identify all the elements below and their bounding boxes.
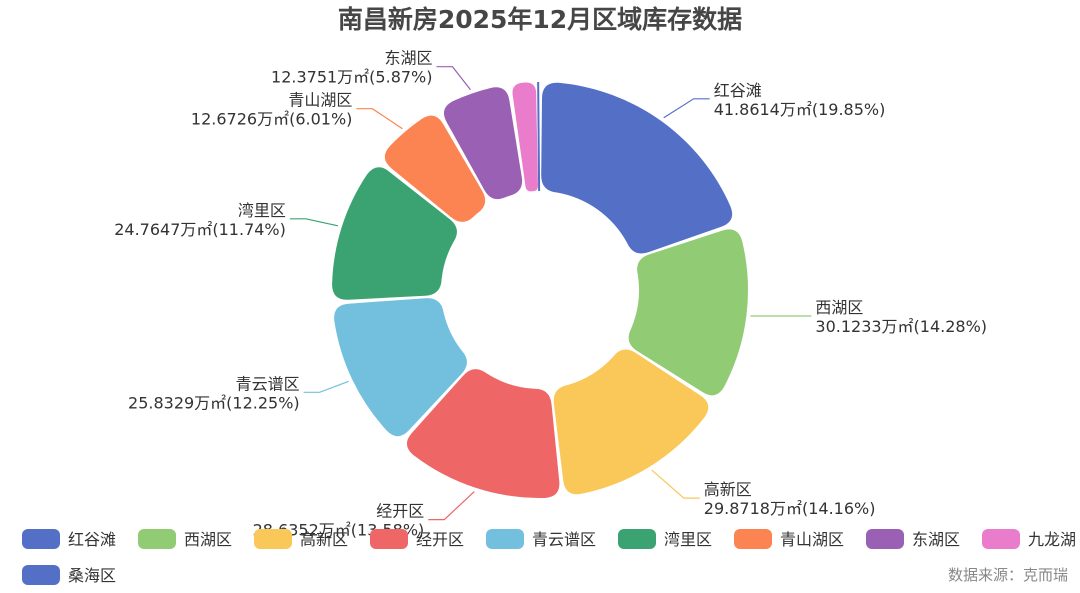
slice-label-name: 青云谱区: [236, 374, 300, 393]
legend-swatch: [138, 529, 176, 549]
slice-桑海区: [537, 81, 541, 192]
slice-label-value: 30.1233万㎡(14.28%): [815, 317, 987, 336]
legend-item-湾里区[interactable]: 湾里区: [618, 529, 712, 549]
legend-label: 红谷滩: [68, 530, 116, 549]
legend-item-东湖区[interactable]: 东湖区: [866, 529, 960, 549]
slice-红谷滩: [541, 82, 733, 254]
legend-item-经开区[interactable]: 经开区: [370, 529, 464, 549]
legend-item-西湖区[interactable]: 西湖区: [138, 529, 232, 549]
slice-label-value: 29.8718万㎡(14.16%): [704, 499, 876, 518]
slice-青山湖区: [384, 115, 486, 222]
legend-label: 高新区: [300, 530, 348, 549]
legend-swatch: [370, 529, 408, 549]
leader-line-青云谱区: [303, 380, 349, 393]
legend-label: 青云谱区: [532, 530, 596, 549]
legend-item-高新区[interactable]: 高新区: [254, 529, 348, 549]
leader-line-湾里区: [289, 218, 339, 227]
legend-swatch: [734, 529, 772, 549]
legend-item-九龙湖[interactable]: 九龙湖: [982, 529, 1076, 549]
donut-slices: [332, 81, 748, 498]
slice-经开区: [406, 369, 560, 498]
legend-swatch: [254, 529, 292, 549]
legend-item-红谷滩[interactable]: 红谷滩: [22, 529, 116, 549]
data-source: 数据来源：克而瑞: [948, 566, 1068, 584]
leader-line-青山湖区: [356, 108, 403, 130]
leader-line-东湖区: [436, 66, 471, 91]
legend-swatch: [866, 529, 904, 549]
legend-swatch: [486, 529, 524, 549]
slice-label-name: 湾里区: [238, 201, 286, 220]
legend-label: 桑海区: [68, 566, 116, 585]
legend-swatch: [22, 565, 60, 585]
leader-line-高新区: [651, 469, 700, 499]
slice-label-value: 12.6726万㎡(6.01%): [191, 110, 352, 129]
slice-西湖区: [628, 229, 748, 396]
slice-label-value: 25.8329万㎡(12.25%): [128, 393, 300, 412]
chart-title: 南昌新房2025年12月区域库存数据: [338, 5, 742, 34]
slice-青云谱区: [334, 298, 467, 437]
legend-item-桑海区[interactable]: 桑海区: [22, 565, 116, 585]
legend-swatch: [618, 529, 656, 549]
legend-label: 经开区: [416, 530, 464, 549]
slice-label-name: 东湖区: [384, 49, 432, 68]
slice-label-name: 西湖区: [815, 298, 863, 317]
slice-label-value: 12.3751万㎡(5.87%): [271, 68, 432, 87]
slice-label-name: 红谷滩: [714, 81, 762, 100]
slice-label-value: 41.8614万㎡(19.85%): [714, 100, 886, 119]
legend-label: 东湖区: [912, 530, 960, 549]
leader-line-经开区: [428, 491, 475, 521]
slice-label-value: 24.7647万㎡(11.74%): [114, 220, 286, 239]
legend-item-青山湖区[interactable]: 青山湖区: [734, 529, 844, 549]
legend-label: 湾里区: [664, 530, 712, 549]
legend-swatch: [982, 529, 1020, 549]
slice-label-name: 青山湖区: [288, 91, 352, 110]
legend-label: 九龙湖: [1028, 530, 1076, 549]
slice-东湖区: [443, 87, 523, 200]
legend-item-青云谱区[interactable]: 青云谱区: [486, 529, 596, 549]
slice-九龙湖: [512, 82, 538, 192]
legend-swatch: [22, 529, 60, 549]
legend-label: 青山湖区: [780, 530, 844, 549]
slice-label-name: 高新区: [704, 480, 752, 499]
slice-label-name: 经开区: [376, 502, 424, 521]
leader-line-红谷滩: [663, 98, 710, 119]
slice-湾里区: [332, 167, 457, 300]
slice-高新区: [553, 349, 709, 495]
legend-label: 西湖区: [184, 530, 232, 549]
